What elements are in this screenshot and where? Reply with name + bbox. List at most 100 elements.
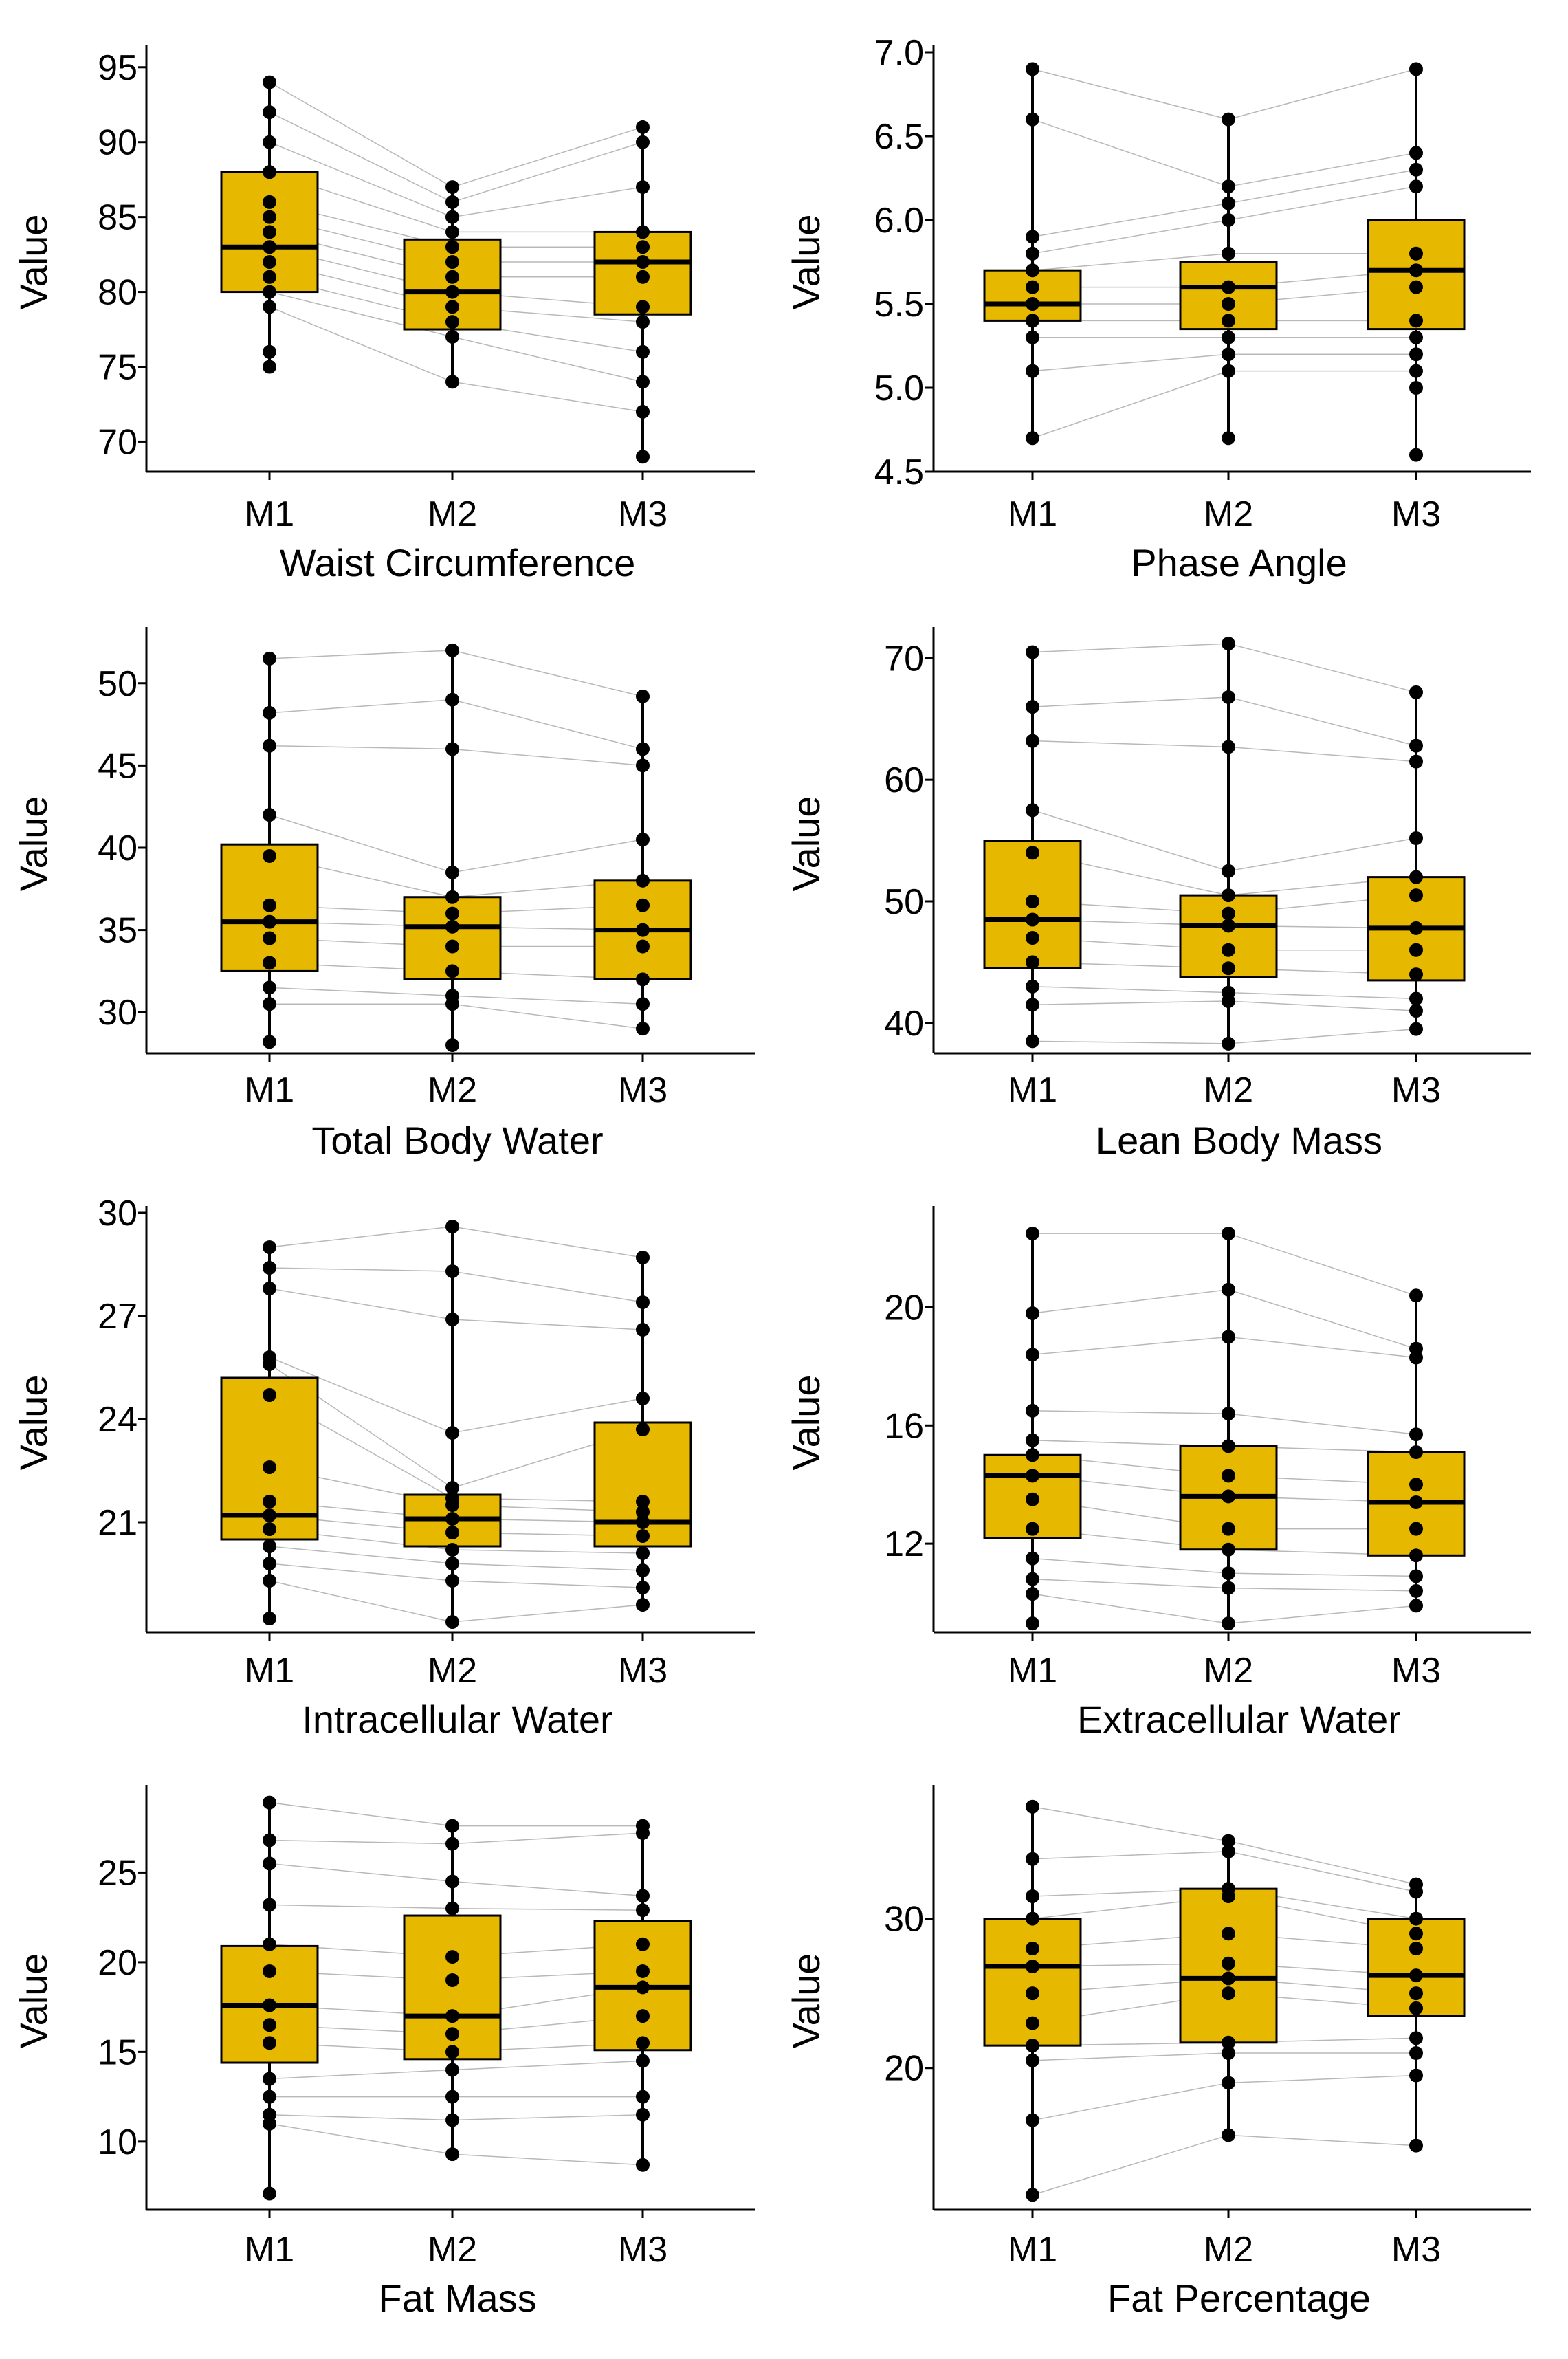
- data-point: [636, 898, 650, 912]
- data-point: [263, 1856, 276, 1871]
- data-point: [1409, 2138, 1423, 2153]
- data-point: [1409, 1548, 1423, 1563]
- data-point: [636, 1964, 650, 1978]
- data-point: [445, 315, 459, 329]
- data-point: [1222, 994, 1235, 1008]
- data-point: [636, 225, 650, 239]
- data-point: [1222, 961, 1235, 976]
- data-point: [1409, 280, 1423, 294]
- x-axis-title: Phase Angle: [1131, 541, 1347, 584]
- y-tick-label: 85: [98, 198, 137, 238]
- data-point: [1026, 955, 1039, 969]
- data-point: [445, 180, 459, 195]
- data-point: [263, 914, 276, 929]
- x-tick-label: M2: [428, 2230, 477, 2270]
- data-point: [445, 2113, 459, 2127]
- x-tick-label: M1: [1008, 1651, 1057, 1691]
- y-tick-label: 30: [884, 1900, 924, 1940]
- data-point: [1409, 1968, 1423, 1983]
- data-point: [445, 329, 459, 344]
- data-point: [636, 1423, 650, 1436]
- data-point: [445, 1950, 459, 1964]
- data-point: [1409, 1986, 1423, 2001]
- panel-fat-percentage: 20 30 M1 M2 M3 Fat Percentage Value: [784, 1785, 1531, 2320]
- y-tick-label: 30: [98, 1194, 137, 1233]
- data-point: [1409, 2031, 1423, 2045]
- data-point: [1409, 1911, 1423, 1926]
- data-point: [263, 344, 276, 359]
- data-point: [263, 1261, 276, 1275]
- pair-line: [269, 1363, 643, 1489]
- data-point: [1026, 1889, 1039, 1903]
- data-point: [1222, 196, 1235, 210]
- y-tick-label: 7.0: [874, 33, 924, 73]
- data-point: [263, 285, 276, 299]
- data-point: [445, 1512, 459, 1526]
- data-point: [445, 964, 459, 978]
- data-point: [1026, 998, 1039, 1012]
- data-point: [1409, 1599, 1423, 1613]
- data-point: [1222, 246, 1235, 261]
- data-point: [445, 919, 459, 934]
- x-axis-title: Intracellular Water: [302, 1698, 612, 1741]
- data-point: [636, 2107, 650, 2122]
- data-point: [1409, 685, 1423, 699]
- data-point: [263, 1937, 276, 1951]
- y-tick-label: 35: [98, 911, 137, 951]
- data-point: [1409, 1004, 1423, 1018]
- y-tick-label: 24: [98, 1400, 137, 1440]
- data-point: [1409, 738, 1423, 753]
- x-tick-label: M1: [1008, 2230, 1057, 2270]
- data-point: [1409, 2068, 1423, 2083]
- data-point: [263, 1998, 276, 2012]
- data-point: [263, 105, 276, 120]
- x-tick-label: M2: [428, 494, 477, 534]
- data-point: [636, 1295, 650, 1309]
- data-point: [636, 255, 650, 269]
- data-point: [1026, 1616, 1039, 1631]
- data-point: [263, 848, 276, 863]
- data-point: [445, 375, 459, 389]
- y-axis-title: Value: [12, 796, 55, 891]
- data-point: [445, 1481, 459, 1495]
- data-point: [445, 692, 459, 707]
- data-point: [445, 1874, 459, 1889]
- data-point: [636, 450, 650, 464]
- panel-extracellular-water: 12 16 20 M1 M2 M3 Extracellular Water Value: [784, 1206, 1531, 1741]
- pair-line: [269, 650, 643, 697]
- data-point: [1222, 297, 1235, 311]
- data-point: [1409, 263, 1423, 278]
- data-point: [1409, 1583, 1423, 1598]
- data-point: [1409, 991, 1423, 1006]
- y-tick-label: 25: [98, 1853, 137, 1893]
- data-point: [636, 1392, 650, 1405]
- x-tick-label: M2: [428, 1651, 477, 1691]
- x-axis-title: Lean Body Mass: [1096, 1119, 1382, 1162]
- data-point: [445, 1498, 459, 1512]
- data-point: [263, 75, 276, 89]
- data-point: [1026, 1587, 1039, 1601]
- data-point: [445, 939, 459, 954]
- data-point: [263, 651, 276, 666]
- pair-line: [1032, 2134, 1417, 2196]
- data-point: [1222, 637, 1235, 651]
- pair-line: [1032, 68, 1417, 120]
- y-tick-label: 5.5: [874, 285, 924, 325]
- data-point: [636, 2054, 650, 2068]
- data-point: [263, 210, 276, 224]
- x-tick-label: M2: [1204, 2230, 1253, 2270]
- data-point: [1026, 1469, 1039, 1483]
- data-point: [1409, 330, 1423, 344]
- data-point: [263, 195, 276, 209]
- data-point: [445, 225, 459, 239]
- data-point: [1409, 162, 1423, 177]
- data-point: [1222, 364, 1235, 378]
- pair-line: [269, 81, 643, 188]
- data-point: [1026, 803, 1039, 818]
- data-point: [1222, 2076, 1235, 2090]
- data-point: [636, 758, 650, 773]
- y-tick-label: 16: [884, 1406, 924, 1446]
- data-point: [636, 689, 650, 703]
- data-point: [1222, 1469, 1235, 1483]
- data-point: [263, 1612, 276, 1625]
